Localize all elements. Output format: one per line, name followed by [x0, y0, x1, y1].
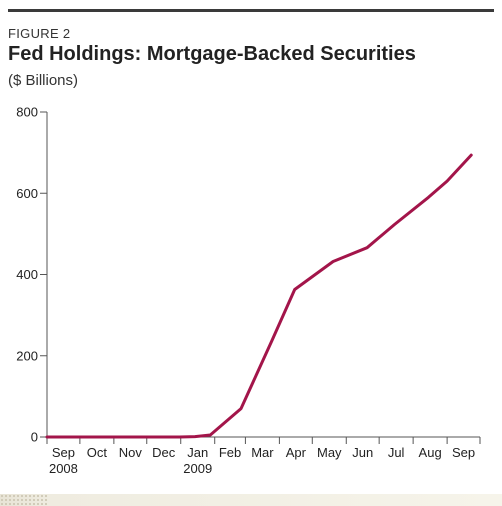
- x-tick-label: Nov: [119, 445, 143, 460]
- x-tick-label: Apr: [286, 445, 307, 460]
- footer-band: [0, 494, 502, 506]
- footer-dots: [0, 494, 48, 506]
- y-tick-label: 200: [16, 348, 38, 363]
- y-tick-label: 0: [31, 430, 38, 445]
- x-tick-label: May: [317, 445, 342, 460]
- x-tick-label: Oct: [87, 445, 108, 460]
- x-tick-label: Aug: [419, 445, 442, 460]
- x-year-label: 2009: [183, 461, 212, 476]
- x-tick-label: Jan: [187, 445, 208, 460]
- x-year-label: 2008: [49, 461, 78, 476]
- series-line: [45, 153, 473, 439]
- y-tick-label: 600: [16, 186, 38, 201]
- x-tick-label: Feb: [219, 445, 241, 460]
- x-tick-label: Sep: [52, 445, 75, 460]
- x-tick-label: Jul: [388, 445, 405, 460]
- y-tick-label: 400: [16, 267, 38, 282]
- figure-label: FIGURE 2: [8, 26, 71, 41]
- y-tick-label: 800: [16, 105, 38, 120]
- chart-title: Fed Holdings: Mortgage-Backed Securities: [8, 43, 416, 65]
- x-tick-label: Jun: [352, 445, 373, 460]
- top-rule: [8, 9, 494, 12]
- x-tick-label: Sep: [452, 445, 475, 460]
- chart-units: ($ Billions): [8, 72, 79, 89]
- x-tick-label: Mar: [251, 445, 274, 460]
- x-tick-label: Dec: [152, 445, 176, 460]
